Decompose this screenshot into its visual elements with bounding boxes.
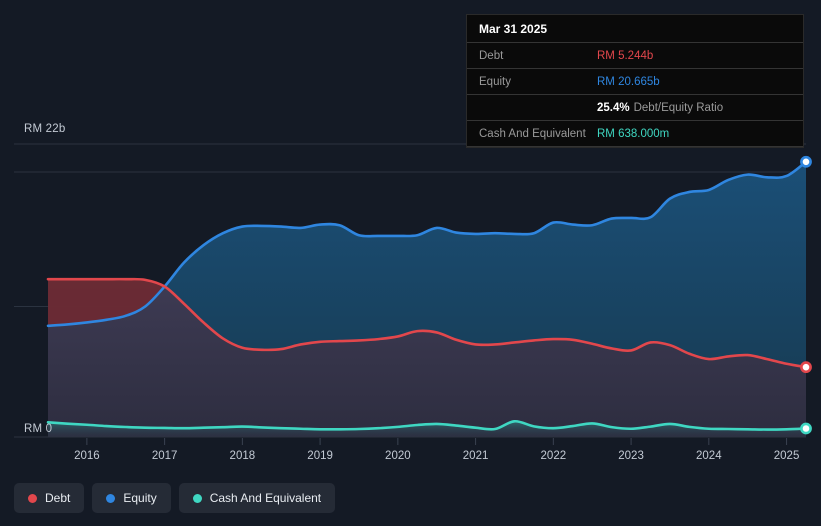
tooltip-row-cash: Cash And Equivalent RM 638.000m: [467, 121, 803, 147]
tooltip-value-debt: RM 5.244b: [597, 49, 654, 62]
tooltip-row-equity: Equity RM 20.665b: [467, 69, 803, 95]
legend-item-cash-and-equivalent[interactable]: Cash And Equivalent: [178, 483, 336, 513]
endpoint-marker-equity: [800, 155, 812, 168]
x-axis-ticks: [86, 438, 788, 445]
tooltip-label-ratio-text: Debt/Equity Ratio: [633, 101, 724, 114]
x-axis-label-2021: 2021: [462, 450, 489, 462]
legend-label: Equity: [123, 491, 157, 505]
x-axis-label-2020: 2020: [385, 450, 411, 462]
x-axis-label-2018: 2018: [229, 450, 256, 462]
tooltip-value-cash: RM 638.000m: [597, 127, 670, 140]
tooltip-label-cash: Cash And Equivalent: [479, 127, 586, 140]
chart-legend: Debt Equity Cash And Equivalent: [14, 483, 336, 513]
tooltip-date: Mar 31 2025: [467, 15, 803, 43]
equity-line: [46, 160, 808, 328]
legend-item-equity[interactable]: Equity: [92, 483, 171, 513]
chart-tooltip: Mar 31 2025 Debt RM 5.244b Equity RM 20.…: [466, 14, 804, 148]
legend-label: Cash And Equivalent: [209, 491, 322, 505]
debt-area-lower: [48, 279, 806, 437]
legend-label: Debt: [45, 491, 71, 505]
legend-dot-icon: [106, 493, 116, 503]
x-axis-label-2016: 2016: [74, 450, 100, 462]
legend-item-debt[interactable]: Debt: [14, 483, 85, 513]
legend-dot-icon: [192, 493, 202, 503]
x-axis-label-2024: 2024: [696, 450, 722, 462]
cash-area: [48, 421, 806, 437]
x-axis-label-2019: 2019: [307, 450, 333, 462]
x-axis-label-2023: 2023: [618, 450, 644, 462]
cash-line: [46, 419, 808, 431]
y-axis-label-min: RM 0: [24, 423, 53, 435]
tooltip-value-equity: RM 20.665b: [597, 75, 660, 88]
tooltip-row-debt-equity-ratio: 25.4% Debt/Equity Ratio: [467, 95, 803, 121]
tooltip-label-equity: Equity: [479, 75, 511, 88]
x-axis-label-2022: 2022: [540, 450, 567, 462]
endpoint-marker-cash: [800, 422, 812, 435]
legend-dot-icon: [28, 493, 37, 503]
debt-line: [46, 277, 808, 369]
endpoint-marker-debt: [800, 361, 812, 374]
y-axis-label-max: RM 22b: [24, 123, 66, 135]
x-axis-label-2017: 2017: [151, 450, 178, 462]
tooltip-label-debt: Debt: [479, 49, 504, 62]
tooltip-row-debt: Debt RM 5.244b: [467, 43, 803, 69]
tooltip-value-ratio: 25.4%: [597, 101, 630, 114]
x-axis-label-2025: 2025: [773, 450, 800, 462]
x-axis-labels: 2016 2017 2018 2019 2020 2021 2022 2023 2024 2025: [0, 450, 821, 470]
